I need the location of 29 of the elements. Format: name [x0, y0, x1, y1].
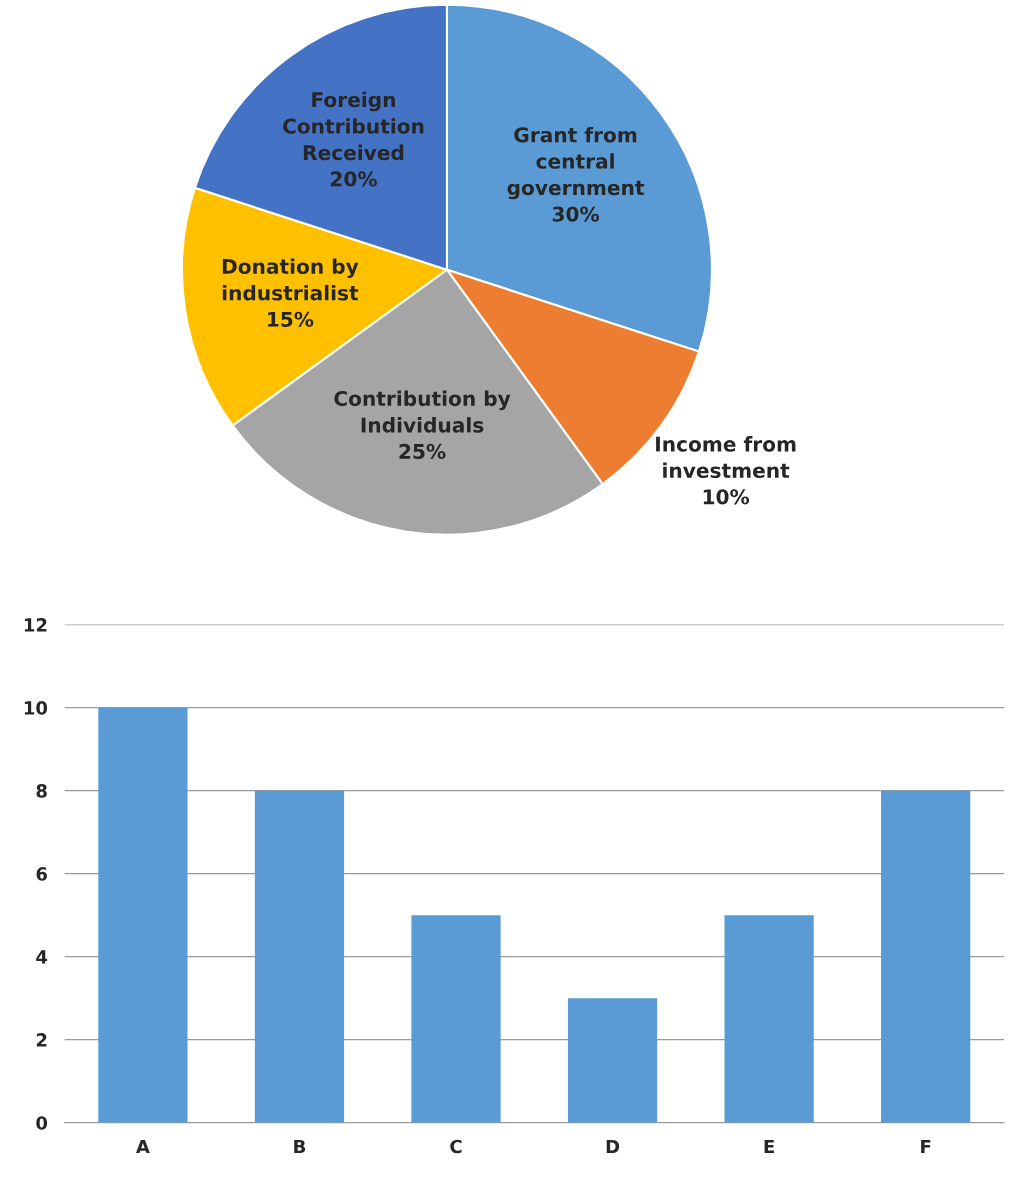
bar	[567, 998, 658, 1123]
slice-label: Grant from central government	[507, 126, 645, 200]
bar	[724, 915, 814, 1123]
x-tick-label: C	[450, 1139, 462, 1154]
data-label: 10%	[703, 489, 750, 505]
slice-label: Income from investment	[656, 436, 796, 479]
y-tick-label: 12	[24, 618, 47, 632]
y-tick-label: 4	[36, 950, 48, 964]
y-tick-label: 8	[36, 784, 47, 798]
slice-label: Contribution by Individuals	[334, 390, 511, 433]
x-tick-label: E	[764, 1139, 774, 1154]
data-label: 15%	[268, 311, 314, 327]
y-tick-label: 2	[36, 1033, 47, 1047]
x-tick-label: B	[294, 1139, 306, 1154]
y-tick-label: 0	[36, 1116, 48, 1130]
x-tick-label: D	[606, 1139, 620, 1154]
y-tick-label: 6	[36, 867, 47, 881]
bar	[881, 790, 971, 1123]
data-label: 25%	[399, 443, 446, 460]
data-label: 20%	[330, 171, 377, 187]
x-tick-label: A	[136, 1139, 150, 1154]
y-tick-label: 10	[24, 701, 48, 715]
bar	[98, 707, 188, 1123]
bar	[254, 790, 345, 1123]
slice-label: Foreign Contribution Received	[283, 91, 424, 161]
slice-label: Donation by industrialist	[222, 258, 359, 301]
data-label: 30%	[552, 206, 600, 222]
x-tick-label: F	[921, 1139, 931, 1154]
bar	[411, 915, 501, 1123]
